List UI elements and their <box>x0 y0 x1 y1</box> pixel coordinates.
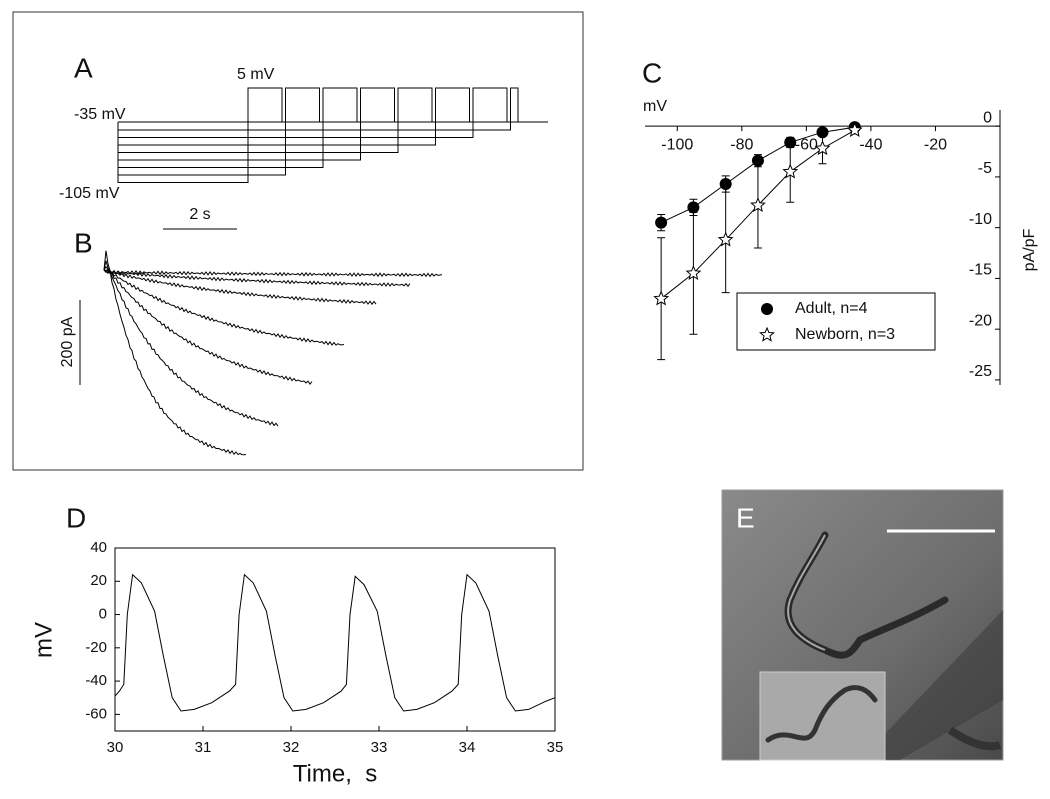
y-axis-label: mV <box>30 622 57 658</box>
protocol-step <box>117 87 320 176</box>
y-tick-label: -5 <box>978 160 992 177</box>
legend-label: Adult, n=4 <box>795 300 868 317</box>
iv-chart: CmV pA/pF -100 -80 -60 -40 -20 0 -5 -10 -15 -20 -25 A… <box>642 57 1038 385</box>
protocol-step <box>117 87 283 183</box>
current-trace <box>103 260 279 427</box>
x-tick-label: -20 <box>924 136 947 153</box>
micrograph: E <box>721 489 1004 761</box>
y-tick-label: -40 <box>85 672 107 689</box>
marker <box>814 140 831 156</box>
marker <box>750 196 766 213</box>
ap-chart: D Time, s mV 30 31 32 33 34 35 -60 -40 -20 0 20 40 <box>30 502 563 787</box>
x-tick-label: 31 <box>195 739 212 756</box>
x-tick-label: 34 <box>459 739 476 756</box>
y-tick-label: -10 <box>969 211 992 228</box>
protocol-step <box>117 87 358 168</box>
y-tick-label: 0 <box>99 606 107 623</box>
marker <box>751 154 764 167</box>
voltage-label: -105 mV <box>59 185 120 202</box>
current-traces <box>103 250 443 456</box>
y-tick-label: -20 <box>969 312 992 329</box>
debris <box>947 726 1002 751</box>
inset-cell <box>765 685 878 743</box>
protocol-step <box>117 87 470 146</box>
y-tick-label: -60 <box>85 705 107 722</box>
x-axis-label: Time, s <box>293 760 377 787</box>
voltage-label: 5 mV <box>237 66 275 83</box>
y-tick-label: -20 <box>85 639 107 656</box>
cell-edge <box>787 534 826 651</box>
scale-bar-label: 200 pA <box>59 316 76 367</box>
current-trace <box>103 269 411 288</box>
current-trace <box>103 269 377 306</box>
panel-label: D <box>66 502 86 533</box>
x-tick-label: 35 <box>547 739 564 756</box>
x-tick-label: 30 <box>107 739 124 756</box>
x-tick-label: -100 <box>661 136 693 153</box>
marker <box>653 290 670 306</box>
x-axis-label: mV <box>643 98 667 115</box>
current-trace <box>103 268 345 346</box>
panel-label: C <box>642 57 662 88</box>
marker <box>655 216 668 229</box>
marker <box>685 264 702 281</box>
current-trace <box>103 269 443 278</box>
marker <box>761 303 773 315</box>
x-tick-label: -60 <box>795 136 818 153</box>
marker <box>816 126 829 139</box>
protocol-step <box>117 87 395 161</box>
panel-label: E <box>736 502 755 533</box>
protocol-step <box>117 87 433 153</box>
y-tick-label: -15 <box>969 262 992 279</box>
x-tick-label: -40 <box>859 136 882 153</box>
voltage-protocol <box>117 87 548 183</box>
marker <box>687 201 700 214</box>
x-tick-label: -80 <box>730 136 753 153</box>
current-trace <box>103 265 313 385</box>
series-line <box>114 573 556 712</box>
scale-bar-label: 2 s <box>189 206 210 223</box>
voltage-label: -35 mV <box>74 106 126 123</box>
x-tick-label: 32 <box>283 739 300 756</box>
y-tick-label: 40 <box>90 539 107 556</box>
protocol-step <box>117 87 519 131</box>
y-tick-label: 0 <box>983 109 992 126</box>
marker <box>759 326 775 342</box>
panel-label: A <box>74 52 93 83</box>
legend-label: Newborn, n=3 <box>795 326 895 343</box>
y-axis-label: pA/pF <box>1021 228 1038 271</box>
pipette <box>860 610 1003 760</box>
current-trace <box>103 250 247 456</box>
marker <box>846 121 863 137</box>
plot-frame <box>114 547 556 732</box>
y-tick-label: 20 <box>90 572 107 589</box>
marker <box>717 231 734 247</box>
panel-frame <box>12 11 584 471</box>
marker <box>782 163 799 179</box>
panel-label: B <box>74 227 93 258</box>
x-tick-label: 33 <box>371 739 388 756</box>
y-tick-label: -25 <box>969 363 992 380</box>
